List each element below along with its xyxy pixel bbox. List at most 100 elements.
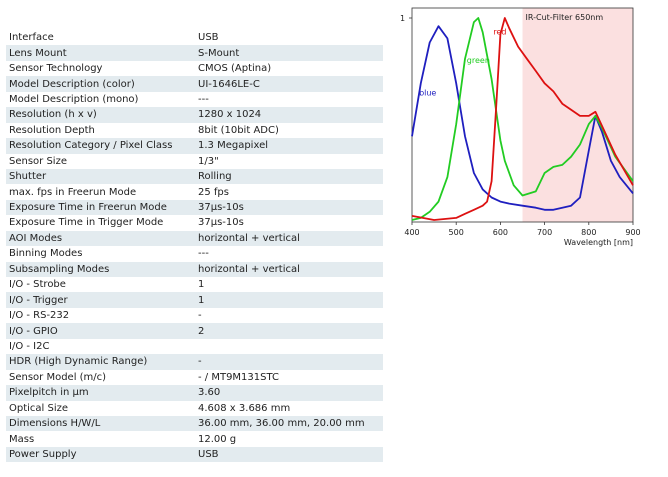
spec-value: 4.608 x 3.686 mm <box>198 402 291 414</box>
spec-label: I/O - Strobe <box>9 279 66 291</box>
spec-label: Sensor Size <box>9 155 67 167</box>
spec-label: Resolution Category / Pixel Class <box>6 138 195 154</box>
spec-label: I/O - GPIO <box>6 323 195 339</box>
x-tick-label: 800 <box>581 228 596 237</box>
series-label-blue: blue <box>419 89 436 98</box>
spec-value: CMOS (Aptina) <box>198 63 272 75</box>
spec-table-body: Interface USB Lens Mount S-Mount Sensor Tech… <box>6 30 383 463</box>
spec-row: Shutter Rolling <box>6 168 383 185</box>
spec-value: 25 fps <box>198 186 229 198</box>
spec-row: Power Supply USB <box>6 446 383 463</box>
spec-label: Binning Modes <box>9 248 83 260</box>
spec-row: I/O - RS-232 - <box>6 308 383 323</box>
spec-value: 12.00 g <box>198 433 237 445</box>
spec-value: horizontal + vertical <box>195 261 383 277</box>
spec-value: 3.60 <box>195 385 383 401</box>
spec-value: USB <box>195 446 383 463</box>
spec-label: Power Supply <box>6 446 195 463</box>
spec-label: Dimensions H/W/L <box>6 415 195 432</box>
spec-row: Subsampling Modes horizontal + vertical <box>6 261 383 277</box>
spec-label: Model Description (mono) <box>9 93 139 105</box>
spec-label: AOI Modes <box>6 230 195 247</box>
spec-value: 37µs-10s <box>195 199 383 216</box>
spec-label: Optical Size <box>9 402 69 414</box>
spec-row: Dimensions H/W/L 36.00 mm, 36.00 mm, 20.0… <box>6 415 383 432</box>
spec-label: Subsampling Modes <box>6 261 195 277</box>
chart-svg: IR-Cut-Filter 650nm 1 400 500 600 700 800 900Wa… <box>400 7 641 247</box>
x-tick-label: 500 <box>449 228 464 237</box>
spec-label: I/O - I2C <box>9 340 50 352</box>
spec-value: 1 <box>195 292 383 308</box>
series-label-green: green <box>467 56 490 65</box>
spec-value: 1 <box>198 279 205 291</box>
spec-value: 36.00 mm, 36.00 mm, 20.00 mm <box>195 415 383 432</box>
spec-value: 2 <box>195 323 383 339</box>
spec-label: max. fps in Freerun Mode <box>9 186 137 198</box>
spec-value: 1280 x 1024 <box>195 107 383 123</box>
spec-label: HDR (High Dynamic Range) <box>6 354 195 370</box>
spec-row: Exposure Time in Freerun Mode 37µs-10s <box>6 199 383 216</box>
spec-row: Exposure Time in Trigger Mode 37µs-10s <box>6 215 383 230</box>
spec-row: HDR (High Dynamic Range) - <box>6 354 383 370</box>
x-tick-label: 400 <box>404 228 419 237</box>
spec-row: Resolution (h x v) 1280 x 1024 <box>6 107 383 123</box>
spec-value: S-Mount <box>195 45 383 61</box>
spectral-sensitivity-chart: IR-Cut-Filter 650nm 1 400 500 600 700 800 900 Wa… <box>395 0 645 250</box>
spec-row: Sensor Technology CMOS (Aptina) <box>6 61 383 76</box>
spec-label: Pixelpitch in µm <box>6 385 195 401</box>
spec-label: Resolution Depth <box>9 124 95 136</box>
x-axis-label: Wavelength [nm] <box>564 238 633 247</box>
spec-label: Mass <box>9 433 35 445</box>
spec-row: Binning Modes --- <box>6 246 383 261</box>
series-line-green <box>411 17 634 221</box>
spec-label: Resolution (h x v) <box>6 107 195 123</box>
spec-label: Exposure Time in Trigger Mode <box>9 217 164 229</box>
spec-row: I/O - Trigger 1 <box>6 292 383 308</box>
spec-label: Interface <box>9 32 54 44</box>
spec-row: Sensor Model (m/c) - / MT9M131STC <box>6 370 383 385</box>
spec-row: Model Description (mono) --- <box>6 92 383 107</box>
spec-row: Mass 12.00 g <box>6 431 383 446</box>
spec-value: - / MT9M131STC <box>198 371 280 383</box>
spec-table: Interface USB Lens Mount S-Mount Sensor Tech… <box>6 30 383 463</box>
y-tick-label: 1 <box>400 14 405 23</box>
spec-row: Optical Size 4.608 x 3.686 mm <box>6 401 383 416</box>
series-line-red <box>411 17 634 221</box>
spec-row: Interface USB <box>6 30 383 45</box>
spec-value: 1/3" <box>198 155 219 167</box>
spec-row: Lens Mount S-Mount <box>6 45 383 61</box>
spec-label: Sensor Technology <box>9 63 103 75</box>
spec-value: USB <box>198 32 219 44</box>
spec-row: Resolution Category / Pixel Class 1.3 Meg… <box>6 138 383 154</box>
spec-value: UI-1646LE-C <box>195 76 383 92</box>
spec-row: Resolution Depth 8bit (10bit ADC) <box>6 123 383 138</box>
spec-label: Model Description (color) <box>6 76 195 92</box>
spec-value: - <box>198 310 202 322</box>
spec-row: I/O - GPIO 2 <box>6 323 383 339</box>
x-tick-label: 700 <box>537 228 552 237</box>
spec-value: 37µs-10s <box>198 217 244 229</box>
spec-value: 1.3 Megapixel <box>195 138 383 154</box>
spec-label: Lens Mount <box>6 45 195 61</box>
spec-row: max. fps in Freerun Mode 25 fps <box>6 184 383 199</box>
spec-label: I/O - RS-232 <box>9 310 70 322</box>
x-tick-label: 900 <box>625 228 640 237</box>
spec-label: Shutter <box>6 168 195 185</box>
spec-value: - <box>195 354 383 370</box>
spec-row: Pixelpitch in µm 3.60 <box>6 385 383 401</box>
spec-row: Model Description (color) UI-1646LE-C <box>6 76 383 92</box>
series-label-red: red <box>493 27 506 36</box>
ir-cut-filter-label: IR-Cut-Filter 650nm <box>526 13 604 22</box>
spec-value: Rolling <box>195 168 383 185</box>
spec-label: I/O - Trigger <box>6 292 195 308</box>
spec-label: Sensor Model (m/c) <box>9 371 107 383</box>
plot-frame <box>411 7 634 223</box>
spec-value: --- <box>198 248 209 260</box>
x-tick-label: 600 <box>493 228 508 237</box>
spec-label: Exposure Time in Freerun Mode <box>6 199 195 216</box>
spec-value: 8bit (10bit ADC) <box>198 124 279 136</box>
spec-row: AOI Modes horizontal + vertical <box>6 230 383 247</box>
spec-value: horizontal + vertical <box>195 230 383 247</box>
spec-row: I/O - I2C <box>6 339 383 354</box>
spec-row: Sensor Size 1/3" <box>6 154 383 169</box>
